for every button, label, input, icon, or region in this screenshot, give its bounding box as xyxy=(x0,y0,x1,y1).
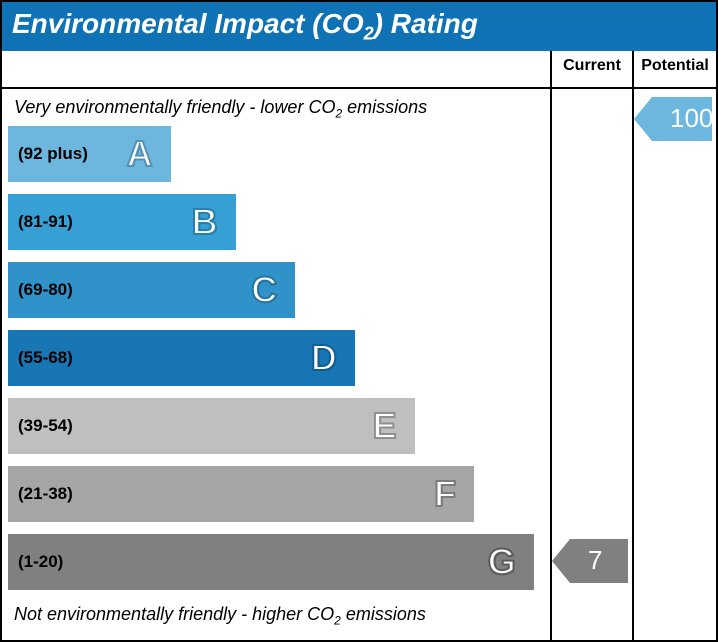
potential-rating-tag: 100 xyxy=(652,97,712,141)
band-row-a: (92 plus) A xyxy=(8,126,550,188)
potential-rating-tag-value: 100 xyxy=(670,103,713,134)
bands-column: Very environmentally friendly - lower CO… xyxy=(2,89,552,640)
current-rating-tag-value: 7 xyxy=(588,545,602,576)
band-bar-a: (92 plus) A xyxy=(8,126,171,182)
band-letter: B xyxy=(192,201,218,243)
band-bar-e: (39-54) E xyxy=(8,398,415,454)
band-letter: G xyxy=(488,541,516,583)
column-header-current: Current xyxy=(552,51,632,87)
band-letter: D xyxy=(311,337,337,379)
potential-column: 100 xyxy=(634,89,716,640)
band-bar-g: (1-20) G xyxy=(8,534,534,590)
caption-top: Very environmentally friendly - lower CO… xyxy=(8,95,550,127)
chart-header-spacer xyxy=(2,51,552,87)
band-range: (39-54) xyxy=(18,416,73,436)
title-text-post: ) Rating xyxy=(374,8,478,39)
band-range: (92 plus) xyxy=(18,144,88,164)
band-row-f: (21-38) F xyxy=(8,466,550,528)
band-range: (1-20) xyxy=(18,552,63,572)
chart-body: Very environmentally friendly - lower CO… xyxy=(2,89,716,640)
bands-list: (92 plus) A (81-91) B (69-80) C (55-68) D (39-54… xyxy=(8,126,550,596)
band-row-g: (1-20) G xyxy=(8,534,550,596)
band-letter: F xyxy=(434,473,456,515)
band-row-d: (55-68) D xyxy=(8,330,550,392)
title-subscript: 2 xyxy=(364,24,374,44)
band-bar-d: (55-68) D xyxy=(8,330,355,386)
current-rating-tag: 7 xyxy=(570,539,628,583)
band-bar-b: (81-91) B xyxy=(8,194,236,250)
band-range: (81-91) xyxy=(18,212,73,232)
band-bar-c: (69-80) C xyxy=(8,262,295,318)
band-range: (69-80) xyxy=(18,280,73,300)
band-letter: E xyxy=(372,405,396,447)
current-column: 7 xyxy=(552,89,634,640)
band-range: (21-38) xyxy=(18,484,73,504)
band-row-c: (69-80) C xyxy=(8,262,550,324)
chart-title: Environmental Impact (CO2) Rating xyxy=(2,2,716,51)
band-row-b: (81-91) B xyxy=(8,194,550,256)
column-header-potential: Potential xyxy=(634,51,716,87)
band-bar-f: (21-38) F xyxy=(8,466,474,522)
rating-chart: Environmental Impact (CO2) Rating Curren… xyxy=(0,0,718,642)
title-text-pre: Environmental Impact (CO xyxy=(12,8,364,39)
band-letter: C xyxy=(251,269,277,311)
band-row-e: (39-54) E xyxy=(8,398,550,460)
band-range: (55-68) xyxy=(18,348,73,368)
band-letter: A xyxy=(127,133,153,175)
caption-bottom: Not environmentally friendly - higher CO… xyxy=(8,602,550,634)
